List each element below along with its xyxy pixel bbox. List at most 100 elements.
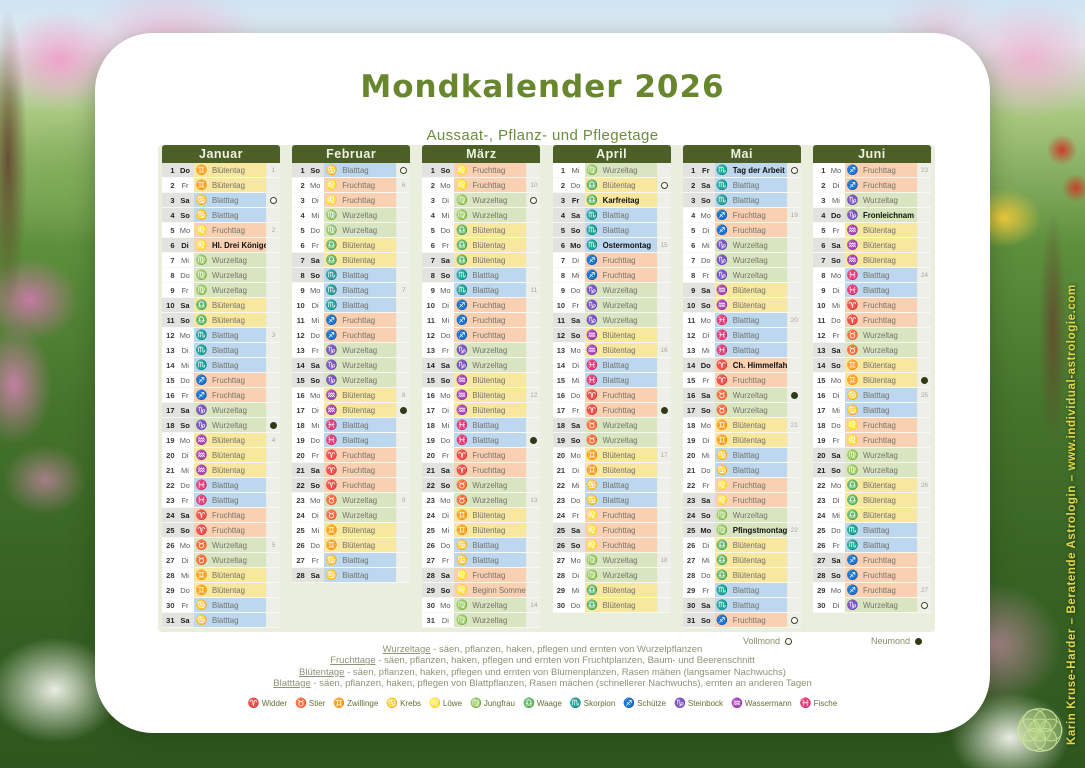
daytype-band: ♈ Fruchttag	[194, 523, 266, 537]
weekday-label: Mi	[566, 163, 585, 177]
day-number: 9	[162, 283, 176, 297]
weekday-label: So	[176, 208, 194, 222]
weekday-label: Fr	[696, 268, 715, 282]
week-or-moon-cell: 27	[917, 583, 931, 597]
zodiac-icon: ♑	[716, 254, 729, 266]
weekday-label: Mi	[306, 418, 325, 432]
zodiac-icon: ♎	[846, 509, 859, 521]
weekday-label: Fr	[176, 283, 194, 297]
day-row: 30 Do ♎ Blütentag	[552, 598, 671, 612]
week-or-moon-cell: 16	[657, 343, 671, 357]
day-type-label: Blatttag	[212, 495, 239, 505]
daytype-band: ♊ Blütentag	[844, 358, 917, 372]
day-type-label: Blatttag	[862, 525, 890, 535]
week-or-moon-cell	[787, 253, 801, 267]
weekday-label: Fr	[306, 448, 325, 462]
weekday-label: Mo	[696, 313, 715, 327]
zodiac-icon: ♉	[846, 344, 859, 356]
day-number: 18	[682, 418, 697, 432]
day-row: 9 Sa ♒ Blütentag	[682, 283, 801, 297]
week-or-moon-cell: 25	[917, 388, 931, 402]
daytype-band: ♈ Fruchttag	[454, 463, 527, 477]
new-moon-icon	[530, 436, 538, 444]
weekday-label: Fr	[176, 178, 194, 192]
week-or-moon-cell	[527, 538, 541, 552]
week-or-moon-cell	[527, 613, 541, 627]
week-or-moon-cell	[397, 163, 411, 177]
zodiac-icon: ♋	[716, 464, 729, 476]
daytype-band: ♒ Blütentag	[324, 403, 397, 417]
zodiac-icon: ♌	[325, 179, 338, 191]
day-row: 28 Sa ♌ Fruchttag	[422, 568, 541, 582]
week-or-moon-cell	[657, 193, 671, 207]
day-type-label: Fruchttag	[472, 450, 506, 460]
week-or-moon-cell	[527, 298, 541, 312]
zodiac-icon: ♌	[455, 569, 468, 581]
zodiac-icon: ♈	[325, 464, 338, 476]
week-or-moon-cell: 15	[657, 238, 671, 252]
legend-line: Wurzeltage - säen, pflanzen, haken, pfle…	[382, 644, 703, 655]
new-moon-icon	[400, 406, 408, 414]
weekday-label: Fr	[566, 508, 585, 522]
week-or-moon-cell	[657, 598, 671, 612]
day-type-label: Blatttag	[602, 360, 630, 370]
weekday-label: So	[436, 268, 455, 282]
week-or-moon-cell	[657, 283, 671, 297]
week-or-moon-cell	[397, 238, 411, 252]
day-row: 2 Di ♐ Fruchttag	[812, 178, 931, 192]
zodiac-icon: ♊	[716, 434, 729, 446]
daytype-band: ♎ Blütentag	[844, 508, 917, 522]
zodiac-icon: ♏	[455, 269, 468, 281]
day-type-label: Wurzeltag	[732, 270, 768, 280]
daytype-band: ♌ Fruchttag	[584, 538, 657, 552]
daytype-band: ♍ Wurzeltag	[194, 268, 266, 282]
zodiac-icon: ♋	[455, 539, 468, 551]
daytype-band: ♎ Blütentag	[584, 583, 657, 597]
zodiac-icon: ♒	[195, 449, 208, 461]
zodiac-icon: ♋	[386, 698, 399, 709]
zodiac-icon: ♉	[325, 494, 338, 506]
week-or-moon-cell	[397, 433, 411, 447]
week-or-moon-cell	[657, 298, 671, 312]
day-row: 17 Sa ♑ Wurzeltag	[162, 403, 280, 417]
week-or-moon-cell	[397, 538, 411, 552]
day-row: 12 Di ♓ Blatttag	[682, 328, 801, 342]
weekday-label: Fr	[696, 583, 715, 597]
day-type-label: Fruchttag	[732, 375, 766, 385]
weekday-label: Di	[176, 343, 194, 357]
day-number: 25	[292, 523, 307, 537]
week-or-moon-cell	[657, 403, 671, 417]
day-row: 24 So ♍ Wurzeltag	[682, 508, 801, 522]
day-type-label: Wurzeltag	[212, 420, 247, 430]
day-number: 6	[682, 238, 697, 252]
day-number: 2	[552, 178, 567, 192]
daytype-band: ♐ Fruchttag	[324, 328, 397, 342]
day-row: 9 Di ♓ Blatttag	[812, 283, 931, 297]
day-row: 8 Mi ♐ Fruchttag	[552, 268, 671, 282]
weekday-label: Mi	[566, 583, 585, 597]
day-row: 22 Mo ♎ Blütentag 26	[812, 478, 931, 492]
weekday-label: Di	[306, 403, 325, 417]
weekday-label: Mo	[436, 493, 455, 507]
daytype-band: ♉ Wurzeltag	[194, 553, 266, 567]
day-row: 24 Sa ♈ Fruchttag	[162, 508, 280, 522]
zodiac-icon: ♍	[470, 698, 482, 709]
weekday-label: Mo	[826, 268, 845, 282]
day-row: 22 So ♈ Fruchttag	[292, 478, 411, 492]
zodiac-icon: ♒	[846, 224, 859, 236]
week-or-moon-cell	[917, 448, 931, 462]
daytype-band: ♎ Blütentag	[454, 223, 527, 237]
daytype-band: ♉ Wurzeltag	[844, 328, 917, 342]
daytype-band: ♓ Blatttag	[194, 478, 266, 492]
day-row: 23 Sa ♌ Fruchttag	[682, 493, 801, 507]
week-or-moon-cell	[917, 313, 931, 327]
day-type-label: Blütentag	[862, 510, 896, 520]
week-or-moon-cell	[657, 178, 671, 192]
zodiac-icon: ♓	[846, 269, 859, 281]
daytype-band: ♋ Blatttag	[584, 493, 657, 507]
day-row: 12 So ♒ Blütentag	[552, 328, 671, 342]
weekday-label: Do	[436, 433, 455, 447]
day-number: 26	[422, 538, 437, 552]
day-number: 9	[552, 283, 567, 297]
week-or-moon-cell	[267, 343, 280, 357]
